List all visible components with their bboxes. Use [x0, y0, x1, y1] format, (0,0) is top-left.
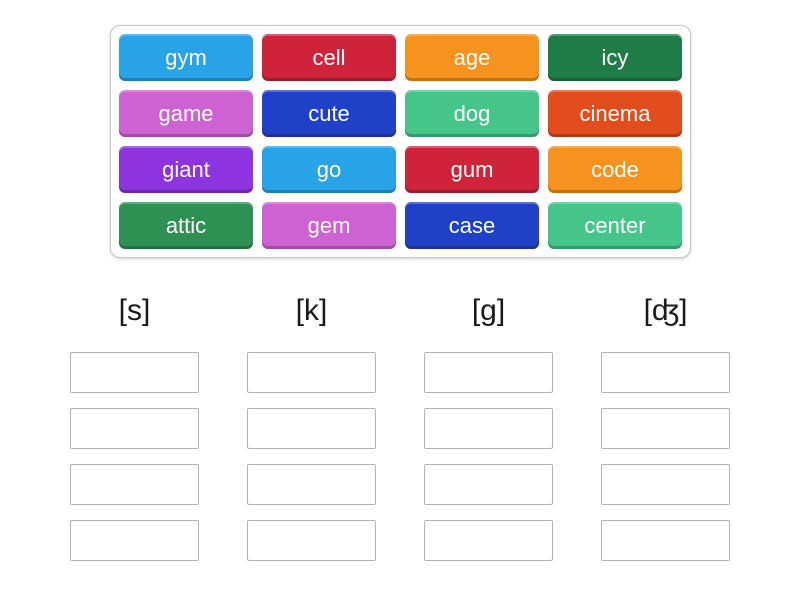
empty-slot[interactable]	[247, 352, 376, 393]
word-tile[interactable]: case	[405, 202, 539, 249]
empty-slot[interactable]	[70, 464, 199, 505]
word-tile[interactable]: icy	[548, 34, 682, 81]
word-tile[interactable]: center	[548, 202, 682, 249]
empty-slot[interactable]	[601, 464, 730, 505]
empty-slot[interactable]	[424, 520, 553, 561]
group-column-g: [g]	[424, 292, 553, 561]
word-tile[interactable]: age	[405, 34, 539, 81]
empty-slot[interactable]	[601, 352, 730, 393]
word-tile[interactable]: code	[548, 146, 682, 193]
word-tile[interactable]: dog	[405, 90, 539, 137]
empty-slot[interactable]	[247, 408, 376, 449]
group-label: [ʤ]	[643, 294, 688, 327]
empty-slot[interactable]	[70, 520, 199, 561]
empty-slot[interactable]	[247, 464, 376, 505]
word-tile[interactable]: gem	[262, 202, 396, 249]
empty-slot[interactable]	[247, 520, 376, 561]
empty-slot[interactable]	[70, 352, 199, 393]
word-tile[interactable]: gym	[119, 34, 253, 81]
word-tile[interactable]: attic	[119, 202, 253, 249]
group-label: [s]	[118, 294, 151, 327]
empty-slot[interactable]	[601, 520, 730, 561]
group-column-k: [k]	[247, 292, 376, 561]
group-label: [k]	[295, 294, 328, 327]
empty-slot[interactable]	[424, 464, 553, 505]
group-column-dzh: [ʤ]	[601, 292, 730, 561]
empty-slot[interactable]	[70, 408, 199, 449]
word-tile[interactable]: game	[119, 90, 253, 137]
empty-slot[interactable]	[424, 352, 553, 393]
group-column-s: [s]	[70, 292, 199, 561]
word-bank-panel: gym cell age icy game cute dog cinema gi…	[110, 25, 691, 258]
word-tile[interactable]: cell	[262, 34, 396, 81]
group-label: [g]	[471, 294, 506, 327]
word-tile[interactable]: cinema	[548, 90, 682, 137]
word-tile[interactable]: gum	[405, 146, 539, 193]
empty-slot[interactable]	[424, 408, 553, 449]
word-tile[interactable]: cute	[262, 90, 396, 137]
word-tile[interactable]: giant	[119, 146, 253, 193]
category-groups: [s] [k] [g] [ʤ]	[70, 292, 730, 561]
empty-slot[interactable]	[601, 408, 730, 449]
word-tile[interactable]: go	[262, 146, 396, 193]
